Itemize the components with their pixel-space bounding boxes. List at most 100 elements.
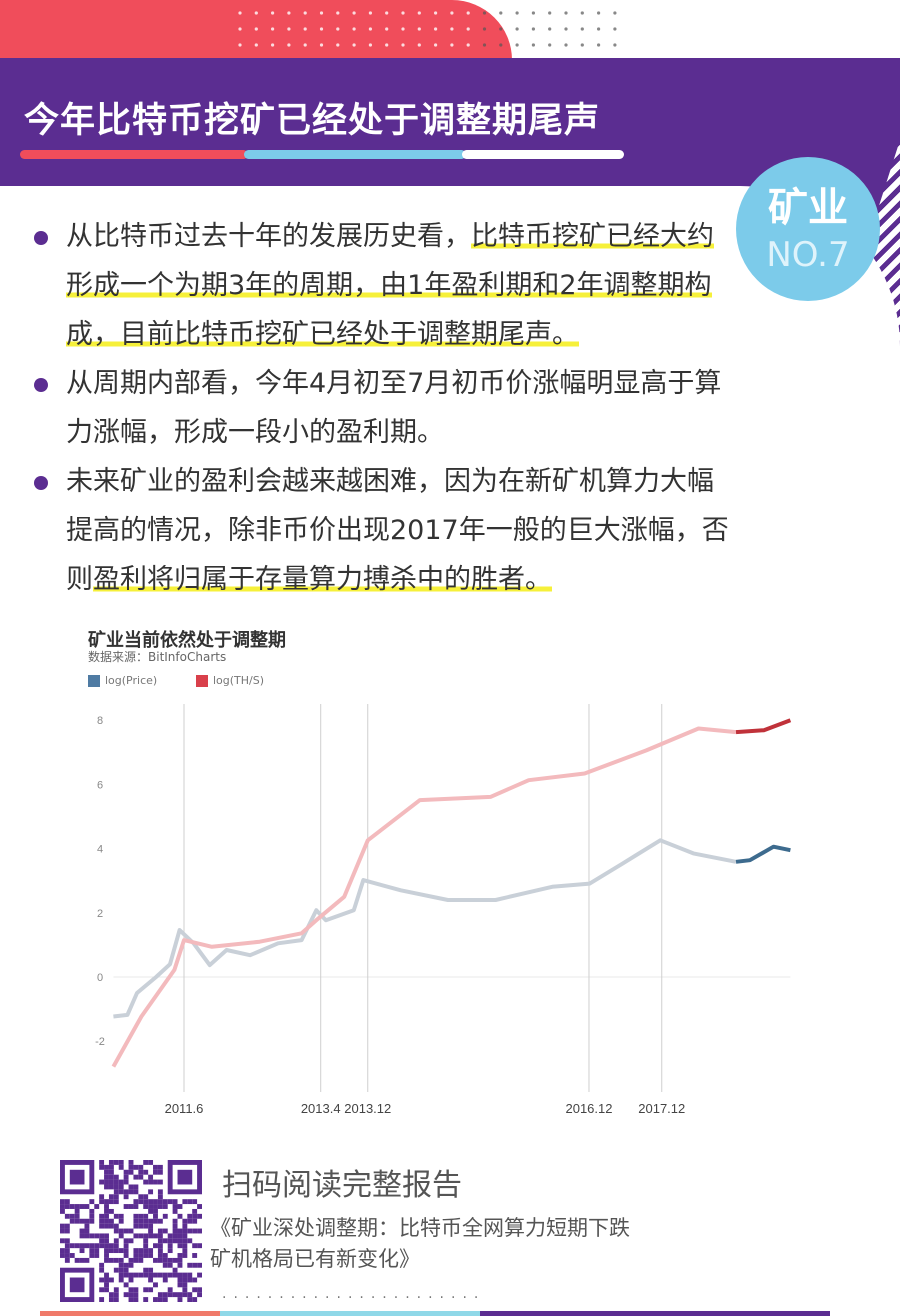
decor-dot bbox=[336, 11, 340, 15]
decor-dot bbox=[499, 11, 503, 15]
qr-module bbox=[138, 1194, 144, 1200]
qr-module bbox=[157, 1179, 163, 1185]
qr-module bbox=[99, 1179, 105, 1185]
qr-module bbox=[133, 1218, 139, 1224]
qr-module bbox=[128, 1272, 134, 1278]
qr-module bbox=[153, 1243, 158, 1249]
page-title: 今年比特币挖矿已经处于调整期尾声 bbox=[24, 101, 601, 141]
decor-dot bbox=[238, 11, 242, 15]
legend-label: log(TH/S) bbox=[213, 674, 265, 687]
decor-dot bbox=[499, 43, 503, 47]
qr-module bbox=[177, 1292, 183, 1298]
qr-module bbox=[143, 1160, 149, 1165]
qr-module bbox=[69, 1218, 75, 1224]
qr-module bbox=[118, 1189, 124, 1195]
qr-module bbox=[108, 1169, 114, 1175]
article-title-line1[interactable]: 《矿业深处调整期：比特币全网算力短期下跌 bbox=[210, 1216, 630, 1240]
qr-module bbox=[104, 1287, 109, 1293]
decor-dot bbox=[580, 43, 584, 47]
qr-module bbox=[104, 1199, 109, 1205]
qr-module bbox=[133, 1287, 139, 1293]
qr-module bbox=[197, 1287, 202, 1293]
decor-dot bbox=[597, 11, 601, 15]
decor-dot bbox=[287, 27, 291, 31]
chart-source: 数据来源：BitInfoCharts bbox=[88, 650, 227, 664]
qr-module bbox=[84, 1223, 90, 1229]
qr-module bbox=[104, 1213, 109, 1219]
qr-module bbox=[99, 1243, 105, 1249]
qr-module bbox=[104, 1174, 109, 1180]
decor-dot bbox=[482, 11, 487, 15]
series-line-hashrate bbox=[111, 726, 737, 1068]
qr-module bbox=[148, 1272, 154, 1278]
qr-module bbox=[118, 1233, 124, 1239]
qr-module bbox=[108, 1184, 114, 1190]
x-tick-label: 2016.12 bbox=[565, 1101, 612, 1116]
qr-module bbox=[99, 1277, 105, 1283]
qr-module bbox=[157, 1189, 163, 1195]
qr-module bbox=[133, 1248, 139, 1254]
qr-module bbox=[143, 1243, 149, 1249]
qr-module bbox=[108, 1277, 114, 1283]
decor-dot bbox=[319, 43, 324, 47]
x-tick-label: 2013.12 bbox=[344, 1101, 391, 1116]
qr-module bbox=[148, 1174, 154, 1180]
qr-module bbox=[148, 1218, 154, 1224]
decor-dot bbox=[238, 43, 242, 47]
qr-module bbox=[128, 1277, 134, 1283]
decor-dot bbox=[531, 27, 535, 31]
qr-module bbox=[148, 1208, 154, 1214]
qr-module bbox=[153, 1208, 158, 1214]
qr-module bbox=[113, 1292, 119, 1298]
qr-module bbox=[143, 1272, 149, 1278]
qr-finder bbox=[69, 1277, 85, 1293]
qr-module bbox=[104, 1169, 109, 1175]
qr-module bbox=[157, 1248, 163, 1254]
qr-module bbox=[182, 1218, 188, 1224]
qr-module bbox=[157, 1199, 163, 1205]
qr-module bbox=[118, 1179, 124, 1185]
qr-module bbox=[113, 1257, 119, 1263]
qr-module bbox=[118, 1262, 124, 1268]
qr-module bbox=[74, 1243, 80, 1249]
bullet-text: 从比特币过去十年的发展历史看， bbox=[66, 221, 471, 252]
qr-module bbox=[157, 1204, 163, 1209]
qr-module bbox=[143, 1287, 149, 1293]
title-underline-blue bbox=[244, 150, 466, 159]
qr-module bbox=[64, 1223, 70, 1229]
qr-module bbox=[192, 1228, 198, 1234]
qr-module bbox=[108, 1208, 114, 1214]
qr-module bbox=[143, 1169, 149, 1175]
qr-module bbox=[94, 1233, 100, 1239]
qr-module bbox=[123, 1228, 129, 1234]
decor-dot bbox=[434, 27, 438, 31]
qr-module bbox=[128, 1184, 134, 1190]
qr-module bbox=[157, 1233, 163, 1239]
qr-module bbox=[104, 1257, 109, 1263]
qr-module bbox=[123, 1179, 129, 1185]
qr-module bbox=[192, 1199, 198, 1205]
bullet-list: 从比特币过去十年的发展历史看，比特币挖矿已经大约形成一个为期3年的周期，由1年盈… bbox=[30, 212, 730, 604]
qr-code[interactable] bbox=[60, 1160, 202, 1302]
decor-dot bbox=[385, 11, 389, 15]
legend-label: log(Price) bbox=[105, 674, 158, 687]
qr-module bbox=[128, 1160, 134, 1165]
qr-module bbox=[89, 1243, 95, 1249]
qr-module bbox=[172, 1233, 178, 1239]
qr-module bbox=[133, 1272, 139, 1278]
article-title-line2[interactable]: 矿机格局已有新变化》 bbox=[210, 1247, 420, 1271]
qr-module bbox=[143, 1194, 149, 1200]
qr-finder bbox=[177, 1169, 193, 1185]
qr-module bbox=[60, 1208, 65, 1214]
qr-module bbox=[162, 1204, 168, 1209]
category-badge: 矿业 NO.7 bbox=[736, 157, 880, 301]
qr-module bbox=[148, 1223, 154, 1229]
qr-module bbox=[162, 1253, 168, 1258]
qr-module bbox=[143, 1199, 149, 1205]
qr-module bbox=[113, 1228, 119, 1234]
qr-module bbox=[172, 1223, 178, 1229]
decor-dot bbox=[466, 11, 470, 15]
qr-module bbox=[167, 1243, 173, 1249]
qr-module bbox=[64, 1238, 70, 1244]
qr-module bbox=[187, 1297, 193, 1302]
